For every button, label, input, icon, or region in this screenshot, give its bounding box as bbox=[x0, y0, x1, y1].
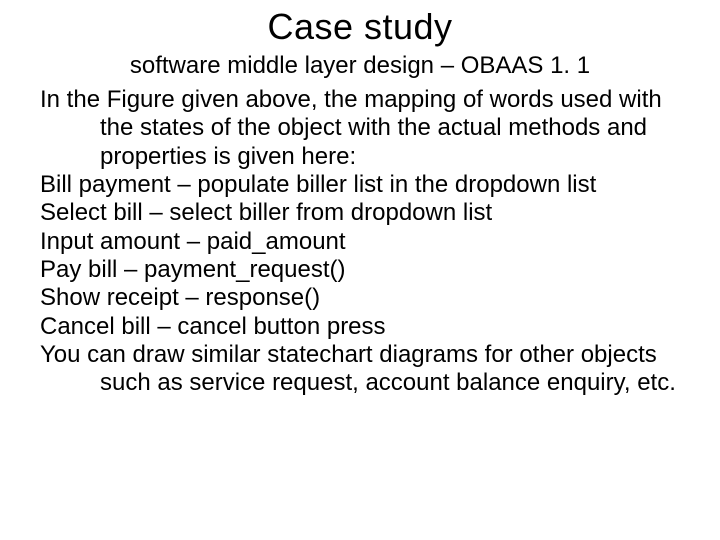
slide-body: In the Figure given above, the mapping o… bbox=[40, 86, 680, 397]
body-paragraph: Select bill – select biller from dropdow… bbox=[40, 199, 680, 227]
slide-title: Case study bbox=[40, 6, 680, 48]
body-paragraph: Input amount – paid_amount bbox=[40, 228, 680, 256]
body-paragraph: Show receipt – response() bbox=[40, 284, 680, 312]
slide-subtitle: software middle layer design – OBAAS 1. … bbox=[40, 52, 680, 80]
slide: Case study software middle layer design … bbox=[0, 0, 720, 540]
body-paragraph: You can draw similar statechart diagrams… bbox=[40, 341, 680, 398]
body-paragraph: Pay bill – payment_request() bbox=[40, 256, 680, 284]
body-paragraph: Cancel bill – cancel button press bbox=[40, 313, 680, 341]
body-paragraph: Bill payment – populate biller list in t… bbox=[40, 171, 680, 199]
body-paragraph: In the Figure given above, the mapping o… bbox=[40, 86, 680, 171]
